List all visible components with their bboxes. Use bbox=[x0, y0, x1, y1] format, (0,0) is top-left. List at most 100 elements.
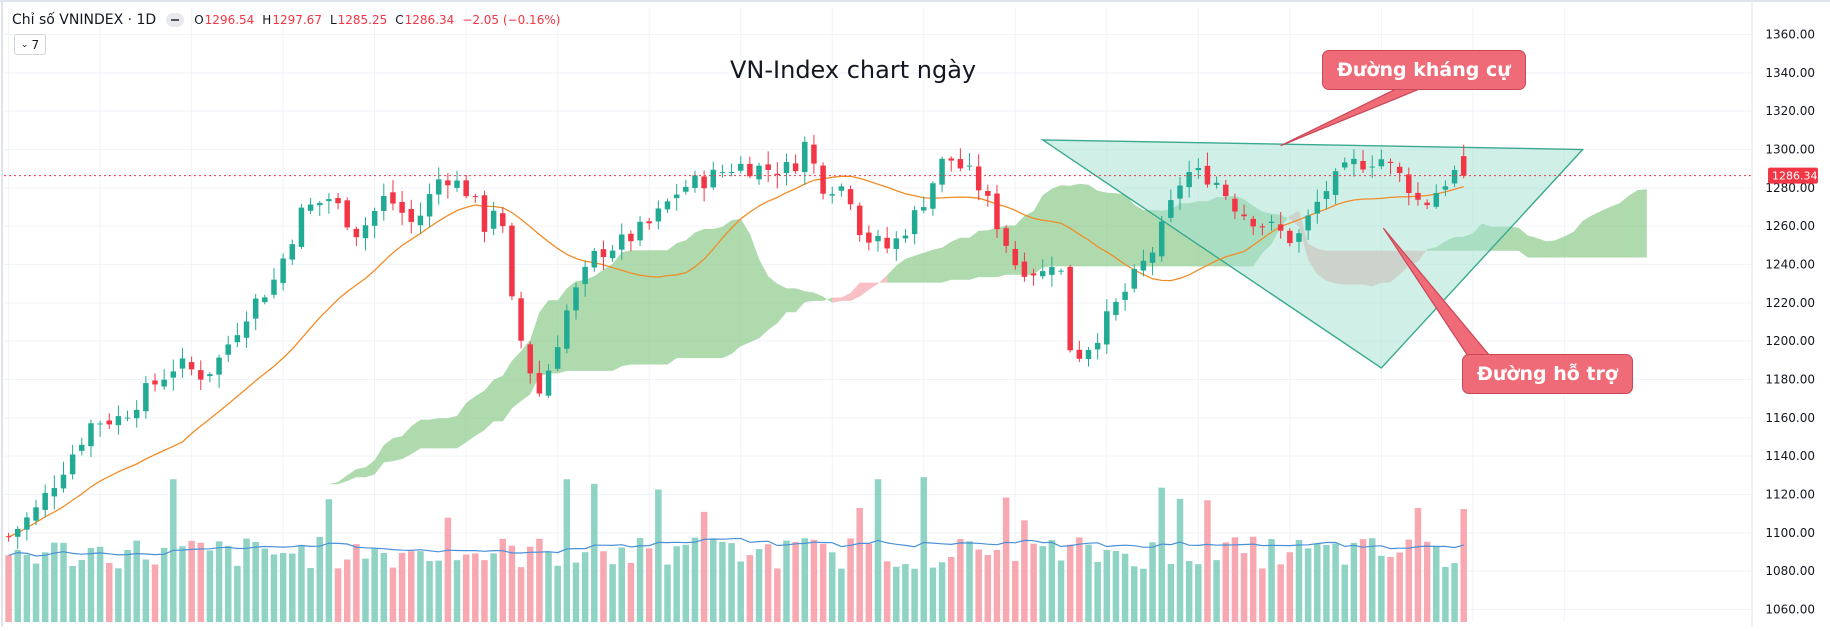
minus-icon[interactable] bbox=[166, 13, 185, 27]
candle[interactable] bbox=[1058, 268, 1064, 275]
candle[interactable] bbox=[454, 170, 460, 192]
candle[interactable] bbox=[198, 360, 204, 391]
candle[interactable] bbox=[1094, 332, 1101, 360]
candle[interactable] bbox=[97, 420, 103, 437]
price-axis[interactable]: 1060.00 1080.00 1100.00 1120.00 1140.00 1160.… bbox=[1751, 0, 1815, 627]
candle[interactable] bbox=[985, 184, 991, 207]
candle[interactable] bbox=[472, 193, 479, 203]
candle[interactable] bbox=[573, 282, 579, 320]
symbol-title[interactable]: Chỉ số VNINDEX · 1D bbox=[12, 12, 157, 28]
candle[interactable] bbox=[866, 225, 872, 251]
candle[interactable] bbox=[252, 294, 259, 331]
candle[interactable] bbox=[1204, 152, 1211, 188]
candle[interactable] bbox=[216, 354, 222, 388]
candle[interactable] bbox=[609, 244, 616, 262]
candle[interactable] bbox=[188, 356, 195, 376]
candle[interactable] bbox=[628, 230, 634, 252]
candle[interactable] bbox=[710, 161, 717, 190]
candle[interactable] bbox=[88, 419, 94, 458]
candle[interactable] bbox=[838, 183, 845, 197]
candle[interactable] bbox=[225, 335, 231, 363]
candle[interactable] bbox=[1460, 144, 1467, 179]
candle[interactable] bbox=[811, 134, 817, 174]
candle[interactable] bbox=[262, 294, 268, 305]
candle[interactable] bbox=[33, 499, 39, 526]
candle[interactable] bbox=[271, 268, 277, 299]
candle[interactable] bbox=[179, 347, 186, 378]
candle[interactable] bbox=[115, 405, 122, 435]
candle[interactable] bbox=[664, 198, 671, 213]
candle[interactable] bbox=[1369, 155, 1375, 178]
candle[interactable] bbox=[42, 484, 48, 518]
candle[interactable] bbox=[1177, 177, 1183, 210]
candles[interactable] bbox=[5, 134, 1467, 549]
candle[interactable] bbox=[930, 181, 936, 216]
candle[interactable] bbox=[234, 322, 241, 348]
candle[interactable] bbox=[445, 173, 451, 199]
candle[interactable] bbox=[1241, 204, 1247, 221]
candle[interactable] bbox=[948, 156, 954, 172]
candle[interactable] bbox=[1039, 259, 1046, 280]
candle[interactable] bbox=[1287, 228, 1293, 247]
candle[interactable] bbox=[939, 156, 945, 193]
candle[interactable] bbox=[582, 260, 588, 297]
candle[interactable] bbox=[619, 223, 625, 260]
candle[interactable] bbox=[362, 217, 369, 251]
candle[interactable] bbox=[966, 153, 973, 171]
candle[interactable] bbox=[463, 174, 469, 199]
candle[interactable] bbox=[1378, 149, 1385, 170]
candle[interactable] bbox=[1067, 264, 1073, 353]
candle[interactable] bbox=[5, 532, 12, 542]
candle[interactable] bbox=[1259, 223, 1266, 236]
candle[interactable] bbox=[655, 200, 662, 230]
candle[interactable] bbox=[719, 164, 726, 178]
candle[interactable] bbox=[1232, 193, 1238, 220]
candle[interactable] bbox=[893, 231, 900, 261]
candle[interactable] bbox=[307, 197, 314, 214]
candle[interactable] bbox=[1341, 157, 1348, 171]
candle[interactable] bbox=[1140, 249, 1147, 277]
candle[interactable] bbox=[545, 364, 552, 398]
candle[interactable] bbox=[1268, 215, 1275, 231]
candle[interactable] bbox=[207, 372, 213, 383]
candle[interactable] bbox=[51, 475, 58, 510]
candle[interactable] bbox=[152, 373, 158, 392]
candle[interactable] bbox=[1442, 180, 1449, 197]
candle[interactable] bbox=[1223, 179, 1229, 200]
candle[interactable] bbox=[14, 526, 21, 549]
candle[interactable] bbox=[1433, 184, 1440, 209]
candle[interactable] bbox=[975, 154, 982, 201]
candle[interactable] bbox=[1076, 340, 1083, 363]
candle[interactable] bbox=[381, 183, 387, 221]
candle[interactable] bbox=[170, 359, 177, 391]
candle[interactable] bbox=[747, 156, 753, 179]
candle[interactable] bbox=[1021, 252, 1028, 282]
candle[interactable] bbox=[1168, 189, 1174, 223]
candle[interactable] bbox=[1451, 165, 1458, 188]
candle[interactable] bbox=[133, 400, 140, 428]
candle[interactable] bbox=[1277, 211, 1284, 239]
candle[interactable] bbox=[756, 162, 762, 185]
candle[interactable] bbox=[435, 167, 442, 205]
candle[interactable] bbox=[518, 291, 524, 349]
candle[interactable] bbox=[1360, 149, 1366, 173]
candle[interactable] bbox=[371, 207, 378, 239]
candle[interactable] bbox=[646, 217, 652, 230]
candle[interactable] bbox=[921, 196, 927, 214]
candle[interactable] bbox=[1131, 264, 1137, 293]
candle[interactable] bbox=[60, 461, 67, 493]
candle[interactable] bbox=[399, 191, 405, 226]
candle[interactable] bbox=[1149, 247, 1156, 276]
candle[interactable] bbox=[1113, 298, 1119, 321]
candle[interactable] bbox=[243, 311, 250, 348]
candle[interactable] bbox=[124, 410, 131, 422]
candle[interactable] bbox=[490, 201, 497, 236]
candle[interactable] bbox=[591, 248, 598, 272]
candle[interactable] bbox=[911, 205, 918, 245]
candle[interactable] bbox=[847, 185, 854, 210]
candle[interactable] bbox=[994, 185, 1000, 238]
candle[interactable] bbox=[957, 148, 964, 172]
candle[interactable] bbox=[353, 226, 360, 247]
candle[interactable] bbox=[1049, 256, 1055, 287]
candle[interactable] bbox=[24, 512, 30, 541]
